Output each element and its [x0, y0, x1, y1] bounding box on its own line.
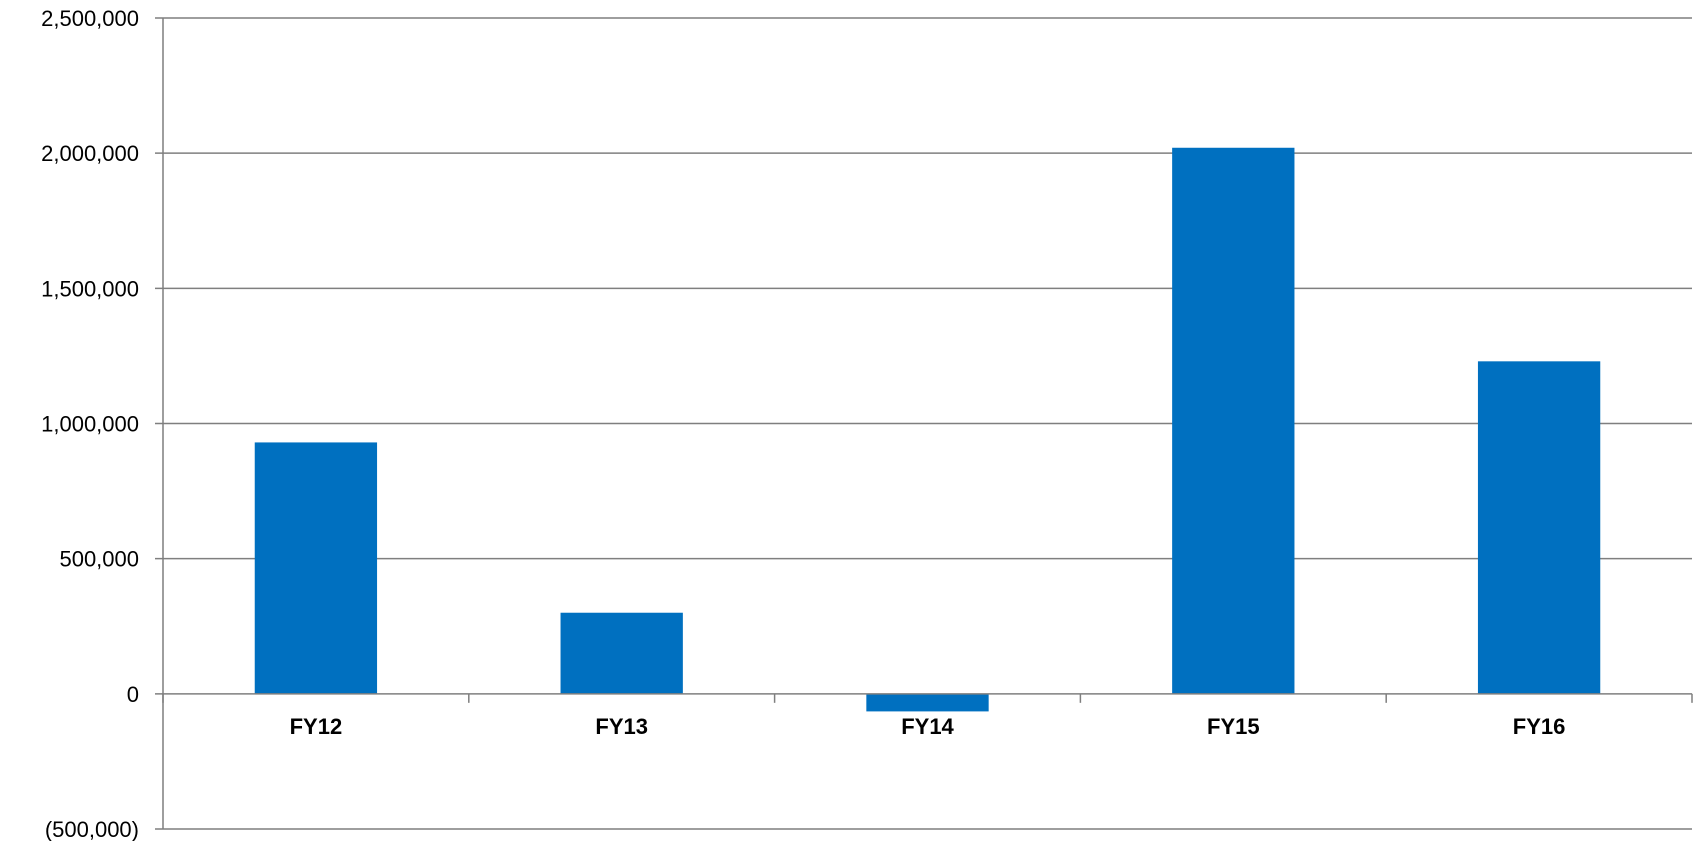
y-tick-label: 1,500,000: [41, 276, 139, 301]
labels: 2,500,000 2,000,000 1,500,000 1,000,000 500,…: [41, 6, 1565, 841]
y-tick-label: (500,000): [45, 817, 139, 841]
x-tick-label: FY15: [1207, 714, 1260, 739]
x-tick-label: FY16: [1513, 714, 1566, 739]
y-tick-label: 2,000,000: [41, 141, 139, 166]
x-tick-label: FY12: [290, 714, 343, 739]
x-tick-label: FY14: [901, 714, 954, 739]
y-tick-label: 2,500,000: [41, 6, 139, 31]
y-tick-label: 500,000: [59, 547, 139, 572]
bars: [254, 147, 1601, 712]
gridlines: [155, 17, 1692, 830]
bar-fy15: [1172, 147, 1295, 694]
bar-fy12: [254, 442, 378, 694]
x-tick-label: FY13: [595, 714, 648, 739]
bar-fy14: [866, 693, 989, 712]
y-tick-label: 0: [127, 682, 139, 707]
bar-fy16: [1477, 361, 1601, 694]
axes: [155, 18, 1693, 829]
y-tick-label: 1,000,000: [41, 412, 139, 437]
bar-fy13: [560, 612, 683, 694]
